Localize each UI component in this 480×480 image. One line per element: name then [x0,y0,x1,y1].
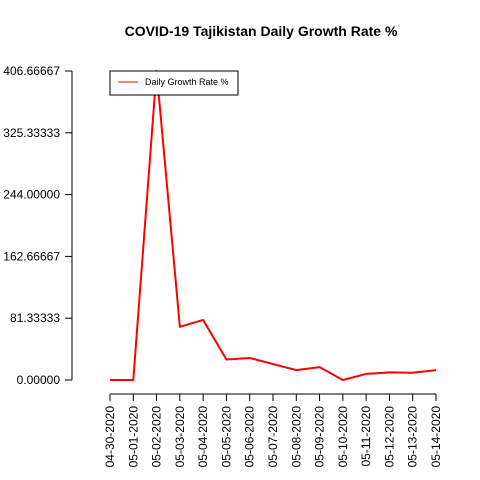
y-tick-label: 162.66667 [3,249,60,263]
legend: Daily Growth Rate % [109,70,239,96]
x-tick-label: 05-06-2020 [243,406,257,468]
x-tick-label: 05-10-2020 [336,406,350,468]
x-tick-label: 05-12-2020 [382,406,396,468]
x-tick-label: 04-30-2020 [103,406,117,468]
y-tick-label: 325.33333 [3,126,60,140]
y-ticks: 0.00000 81.33333 162.66667 244.00000 325.333… [3,64,72,387]
y-tick-label: 244.00000 [3,188,60,202]
x-tick-label: 05-05-2020 [219,406,233,468]
x-tick-label: 05-07-2020 [266,406,280,468]
x-tick-label: 05-03-2020 [173,406,187,468]
x-tick-label: 05-04-2020 [196,406,210,468]
legend-label: Daily Growth Rate % [145,77,229,87]
x-tick-label: 05-11-2020 [359,406,373,467]
y-tick-label: 0.00000 [17,373,61,387]
x-tick-label: 05-13-2020 [406,406,420,468]
legend-box [109,70,239,96]
y-tick-label: 81.33333 [10,311,60,325]
series-line [110,70,437,381]
x-ticks: 04-30-2020 05-01-2020 05-02-2020 05-03-2020… [103,394,443,467]
chart-title: COVID-19 Tajikistan Daily Growth Rate % [125,23,398,39]
x-tick-label: 05-01-2020 [126,406,140,468]
x-tick-label: 05-02-2020 [150,406,164,468]
y-tick-label: 406.66667 [3,64,60,78]
x-tick-label: 05-14-2020 [429,406,443,468]
x-tick-label: 05-08-2020 [289,406,303,468]
x-tick-label: 05-09-2020 [313,406,327,468]
